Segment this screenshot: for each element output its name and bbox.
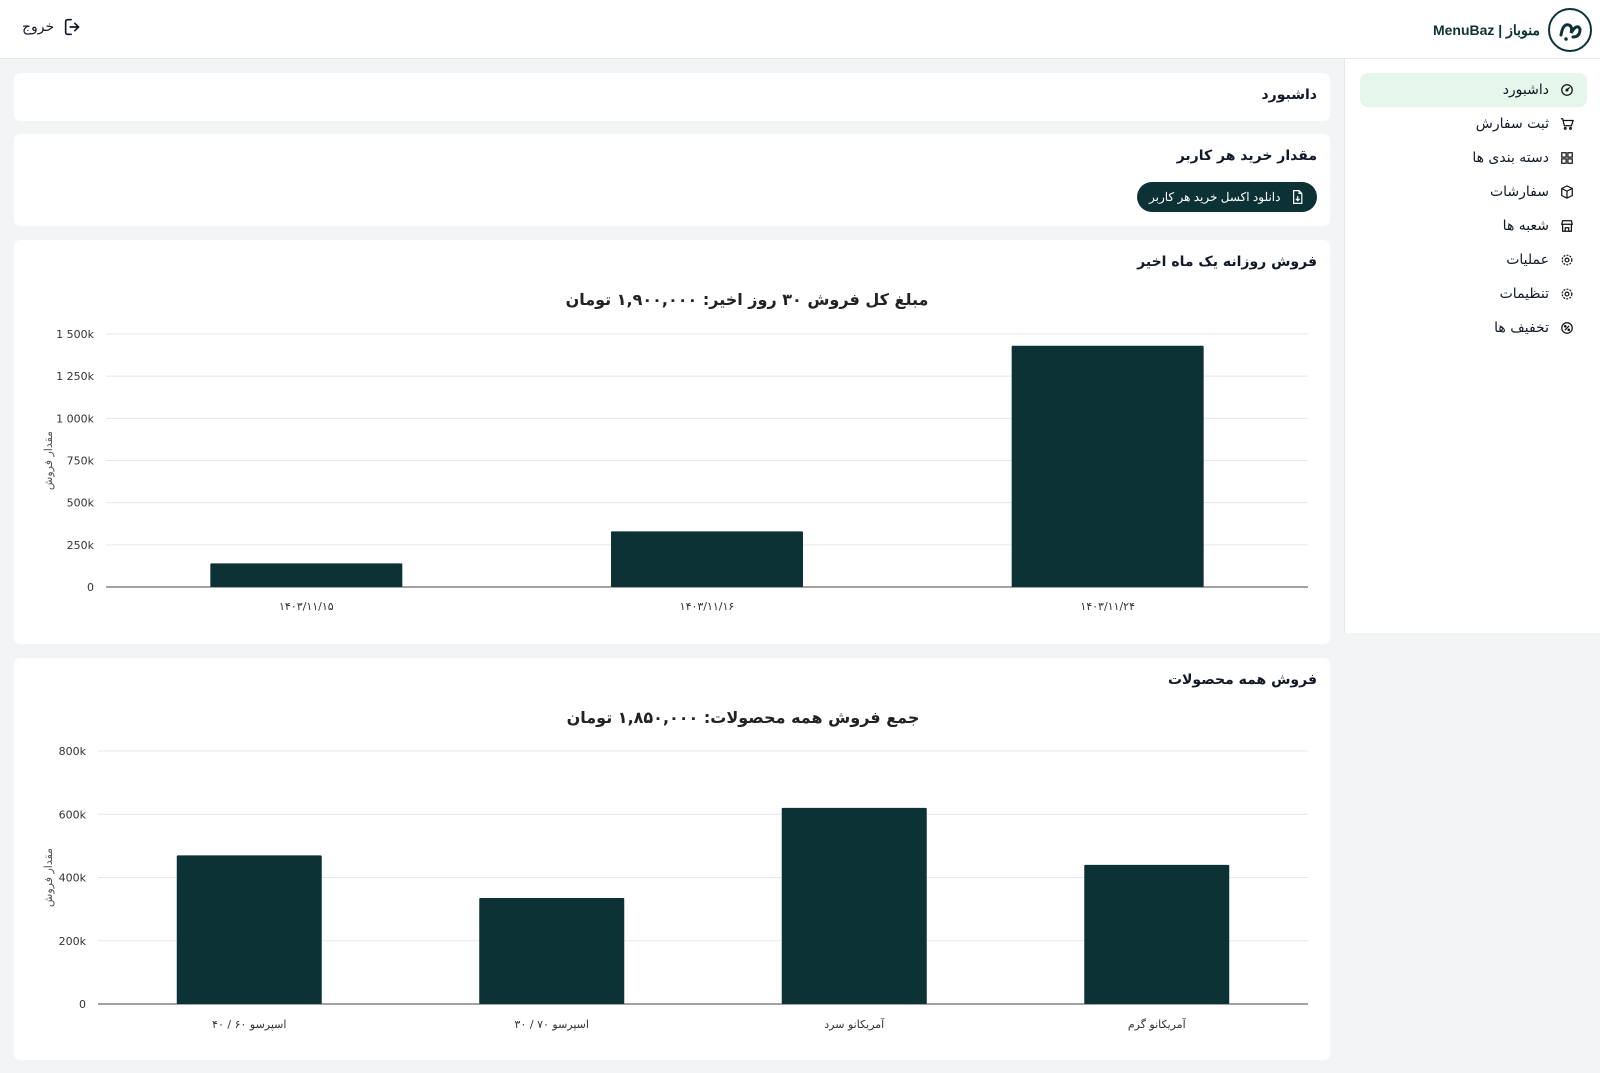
sidebar-item-label: سفارشات xyxy=(1489,184,1549,200)
grid-icon xyxy=(1559,150,1575,166)
sidebar-item-new-order[interactable]: ثبت سفارش xyxy=(1360,107,1587,141)
y-tick-label: 400k xyxy=(59,872,87,885)
daily-sales-card: فروش روزانه یک ماه اخیر مبلغ کل فروش ۳۰ … xyxy=(14,240,1330,644)
y-axis-label: مقدار فروش xyxy=(42,431,55,490)
y-tick-label: 800k xyxy=(59,745,87,758)
sidebar: داشبورد ثبت سفارش دسته بندی ها سفارشات ش… xyxy=(1344,59,1600,633)
product-sales-chart: جمع فروش همه محصولات: ۱,۸۵۰,۰۰۰ تومان 0 20… xyxy=(42,708,1308,1031)
x-tick-label: آمریکانو گرم xyxy=(1128,1017,1187,1031)
y-tick-label: 500k xyxy=(67,497,95,510)
y-tick-label: 200k xyxy=(59,935,87,948)
sidebar-item-label: دسته بندی ها xyxy=(1472,150,1549,166)
bar[interactable] xyxy=(210,563,403,587)
box-icon xyxy=(1559,184,1575,200)
sidebar-item-discounts[interactable]: تخفیف ها xyxy=(1360,311,1587,345)
y-tick-label: 600k xyxy=(59,808,87,821)
page-title-card: داشبورد xyxy=(14,73,1330,121)
cart-icon xyxy=(1559,116,1575,132)
bar[interactable] xyxy=(611,531,803,587)
daily-sales-chart: مبلغ کل فروش ۳۰ روز اخیر: ۱,۹۰۰,۰۰۰ توما… xyxy=(42,290,1308,613)
y-tick-label: 0 xyxy=(79,998,86,1011)
bar[interactable] xyxy=(1011,345,1204,587)
chart-title: جمع فروش همه محصولات: ۱,۸۵۰,۰۰۰ تومان xyxy=(567,708,920,727)
x-tick-label: ۱۴۰۳/۱۱/۲۴ xyxy=(1080,600,1135,613)
x-tick-label: ۱۴۰۳/۱۱/۱۶ xyxy=(680,600,735,613)
sidebar-item-orders[interactable]: سفارشات xyxy=(1360,175,1587,209)
product-sales-card: فروش همه محصولات جمع فروش همه محصولات: ۱… xyxy=(14,658,1330,1060)
download-excel-label: دانلود اکسل خرید هر کاربر xyxy=(1149,190,1281,204)
product-sales-title: فروش همه محصولات xyxy=(1167,672,1317,688)
sidebar-item-label: ثبت سفارش xyxy=(1475,116,1549,132)
bar[interactable] xyxy=(479,898,625,1004)
page-title: داشبورد xyxy=(1261,87,1318,103)
gear-icon xyxy=(1559,252,1575,268)
logout-button[interactable]: خروج xyxy=(22,16,84,38)
logout-icon xyxy=(65,18,80,36)
bar[interactable] xyxy=(1084,864,1230,1004)
sidebar-item-label: شعبه ها xyxy=(1502,218,1549,234)
sidebar-item-label: تخفیف ها xyxy=(1494,320,1549,336)
x-tick-label: آمریکانو سرد xyxy=(824,1017,885,1031)
sidebar-item-settings[interactable]: تنظیمات xyxy=(1360,277,1587,311)
logo-icon xyxy=(1559,23,1582,41)
x-tick-label: ۱۴۰۳/۱۱/۱۵ xyxy=(279,600,334,613)
brand[interactable]: منوباز | MenuBaz xyxy=(1433,7,1592,53)
settings-icon xyxy=(1559,286,1575,302)
discount-icon xyxy=(1559,320,1575,336)
dashboard-icon xyxy=(1559,82,1575,98)
bar[interactable] xyxy=(176,855,322,1004)
chart-title: مبلغ کل فروش ۳۰ روز اخیر: ۱,۹۰۰,۰۰۰ توما… xyxy=(566,290,929,309)
y-tick-label: 1 000k xyxy=(56,412,94,425)
y-tick-label: 1 250k xyxy=(56,370,94,383)
user-purchase-title: مقدار خرید هر کاربر xyxy=(1176,148,1317,164)
y-tick-label: 0 xyxy=(87,581,94,594)
y-tick-label: 750k xyxy=(67,455,95,468)
logout-label: خروج xyxy=(22,19,55,35)
sidebar-item-branches[interactable]: شعبه ها xyxy=(1360,209,1587,243)
sidebar-item-categories[interactable]: دسته بندی ها xyxy=(1360,141,1587,175)
sidebar-item-label: عملیات xyxy=(1506,252,1549,268)
sidebar-item-operations[interactable]: عملیات xyxy=(1360,243,1587,277)
brand-name: منوباز | MenuBaz xyxy=(1432,21,1540,38)
y-tick-label: 1 500k xyxy=(56,328,94,341)
bar[interactable] xyxy=(781,807,927,1004)
download-excel-button[interactable]: دانلود اکسل خرید هر کاربر xyxy=(1137,182,1317,212)
x-tick-label: اسپرسو ۷۰ / ۳۰ xyxy=(515,1018,589,1031)
sidebar-item-dashboard[interactable]: داشبورد xyxy=(1360,73,1587,107)
daily-sales-title: فروش روزانه یک ماه اخیر xyxy=(1137,254,1317,270)
file-download-icon xyxy=(1293,190,1303,204)
x-tick-label: اسپرسو ۶۰ / ۴۰ xyxy=(212,1018,286,1031)
sidebar-item-label: داشبورد xyxy=(1502,82,1549,98)
y-tick-label: 250k xyxy=(67,539,95,552)
top-header: منوباز | MenuBaz خروج xyxy=(0,0,1600,59)
y-axis-label: مقدار فروش xyxy=(42,848,55,907)
sidebar-item-label: تنظیمات xyxy=(1499,286,1549,302)
store-icon xyxy=(1559,218,1575,234)
user-purchase-card: مقدار خرید هر کاربر دانلود اکسل خرید هر … xyxy=(14,134,1330,226)
sidebar-nav: داشبورد ثبت سفارش دسته بندی ها سفارشات ش… xyxy=(1360,73,1587,345)
brand-logo xyxy=(1548,8,1592,52)
